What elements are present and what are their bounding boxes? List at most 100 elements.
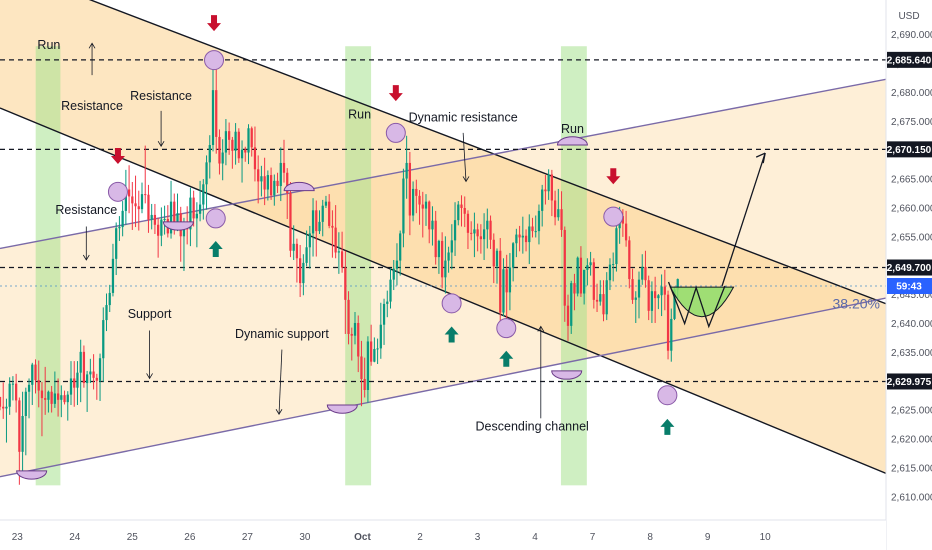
- candle-body: [360, 356, 363, 380]
- candle-body: [515, 234, 518, 244]
- touch-circle-7: [657, 385, 678, 406]
- candle-body: [202, 184, 205, 205]
- candle-body: [647, 280, 650, 311]
- candle-body: [673, 289, 676, 319]
- candle-body: [550, 174, 553, 201]
- price-level-badge-label-3: 2,629.975: [887, 377, 932, 388]
- candle-body: [44, 398, 47, 400]
- candle-body: [76, 372, 79, 388]
- candle-body: [482, 229, 486, 240]
- candle-body: [531, 226, 534, 232]
- candle-body: [537, 210, 541, 232]
- candle-body: [666, 294, 670, 351]
- candle-body: [502, 269, 505, 313]
- candle-body: [218, 136, 221, 164]
- candle-body: [192, 197, 195, 219]
- time-tick-label: 10: [760, 532, 772, 543]
- time-tick-label: 26: [184, 532, 196, 543]
- candle-body: [479, 236, 482, 240]
- candle-body: [657, 295, 660, 299]
- price-tick-label: 2,645.000: [891, 290, 932, 301]
- down-arrow-icon-0: [207, 15, 222, 32]
- price-tick-label: 2,635.000: [891, 348, 932, 359]
- channel-bands: [0, 0, 886, 477]
- price-tick-label: 2,690.000: [891, 30, 932, 41]
- candle-body: [266, 175, 269, 190]
- time-tick-label: 24: [69, 532, 81, 543]
- candle-body: [437, 240, 441, 258]
- candle-body: [160, 219, 163, 236]
- ascending-channel-line-0: [0, 78, 886, 250]
- candle-body: [79, 351, 82, 373]
- candle-body: [50, 391, 53, 404]
- candle-body: [602, 294, 605, 315]
- candle-body: [592, 262, 595, 300]
- price-axis: USD 2,610.000 2,615.000 2,620.000 2,625.000 2…: [885, 0, 932, 550]
- candle-body: [495, 250, 499, 267]
- descending-channel-line-0: [88, 0, 886, 305]
- candle-body: [376, 348, 379, 350]
- price-tick-label: 2,680.000: [891, 88, 932, 99]
- candle-body: [628, 240, 631, 280]
- candle-body: [228, 131, 231, 140]
- candle-body: [395, 260, 399, 269]
- candle-body: [311, 210, 315, 234]
- candle-body: [466, 213, 470, 233]
- candle-body: [124, 189, 127, 211]
- down-arrow-icon-3: [606, 168, 621, 185]
- annotation-pointer-head-0: [88, 42, 96, 49]
- candle-body: [321, 205, 324, 222]
- annotation-label-3: Resistance: [55, 203, 117, 217]
- candle-body: [460, 204, 463, 208]
- candle-body: [121, 210, 124, 228]
- price-level-badge-label-1: 2,670.150: [887, 145, 932, 156]
- candle-body: [27, 384, 31, 392]
- candle-body: [234, 131, 237, 151]
- annotation-pointer-5: [278, 349, 283, 415]
- price-tick-label: 2,620.000: [891, 435, 932, 446]
- price-level-badge-label-0: 2,685.640: [887, 55, 932, 66]
- candle-body: [82, 351, 86, 384]
- touch-half-circle-5: [162, 221, 194, 231]
- candle-body: [144, 194, 147, 196]
- touch-circle-3: [385, 122, 406, 143]
- candle-body: [357, 322, 360, 357]
- candle-body: [147, 194, 150, 220]
- candle-body: [544, 189, 547, 192]
- annotation-label-6: Dynamic resistance: [409, 110, 518, 124]
- candle-body: [637, 279, 641, 298]
- candle-body: [379, 324, 382, 349]
- candle-body: [224, 131, 228, 153]
- candle-body: [257, 169, 260, 182]
- candle-body: [63, 395, 66, 403]
- touch-circle-4: [603, 206, 624, 227]
- candle-body: [389, 279, 392, 302]
- candle-body: [344, 267, 347, 300]
- annotation-pointer-head-5: [275, 409, 283, 416]
- candle-body: [463, 208, 466, 214]
- touch-half-circle-2: [283, 181, 315, 192]
- annotation-label-9: Descending channel: [476, 419, 589, 433]
- projection-path: [667, 152, 766, 329]
- cup-shape: [669, 286, 735, 317]
- candle-body: [612, 264, 615, 266]
- candle-body: [660, 286, 663, 296]
- touch-half-circle-1: [326, 404, 358, 414]
- annotation-pointer-head-6: [537, 325, 545, 332]
- annotation-label-1: Resistance: [61, 99, 123, 113]
- candle-body: [137, 206, 140, 210]
- candle-body: [131, 196, 134, 204]
- candle-body: [292, 243, 295, 251]
- candle-body: [111, 258, 115, 293]
- time-tick-label: Oct: [354, 532, 371, 543]
- price-tick-label: 2,625.000: [891, 406, 932, 417]
- projection-line: [721, 152, 766, 287]
- time-tick-label: 7: [590, 532, 596, 543]
- candle-body: [260, 176, 263, 182]
- candle-body: [5, 406, 8, 409]
- candle-body: [86, 374, 89, 384]
- touch-markers: [16, 15, 678, 480]
- descending-channel-band: [0, 0, 886, 474]
- candle-body: [408, 162, 411, 216]
- time-tick-label: 23: [12, 532, 24, 543]
